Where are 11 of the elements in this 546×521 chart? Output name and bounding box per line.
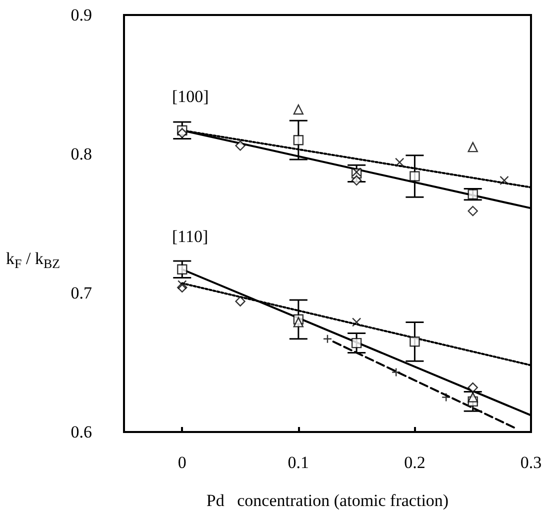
x-tick-label: 0.3	[520, 453, 542, 472]
y-tick-label: 0.7	[70, 284, 92, 302]
annotation: [100]	[172, 87, 209, 106]
x-axis-title: Pd concentration (atomic fraction)	[206, 491, 449, 510]
annotation: [110]	[172, 227, 208, 246]
x-tick-label: 0	[178, 453, 186, 472]
x-tick-label: 0.1	[288, 453, 310, 472]
y-tick-label: 0.8	[70, 144, 92, 164]
y-tick-label: 0.6	[70, 422, 92, 442]
y-tick-label: 0.9	[70, 6, 92, 24]
x-tick-label: 0.2	[404, 453, 426, 472]
